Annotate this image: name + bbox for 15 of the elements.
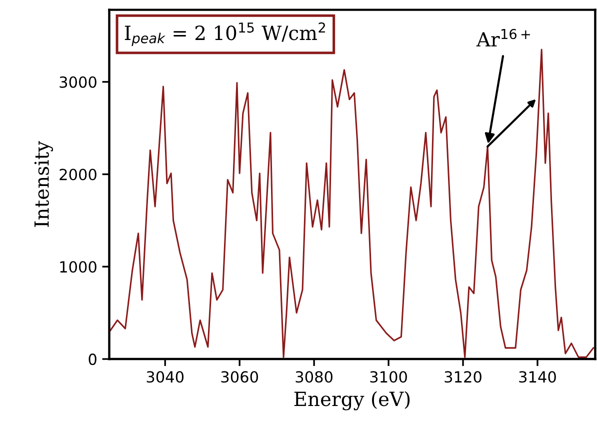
annotation: Ar$^{16+}$ [476, 28, 530, 46]
x-tick-label: 3100 [370, 371, 407, 383]
y-tick-label: 3000 [60, 76, 96, 88]
y-tick-label: 2000 [60, 168, 96, 180]
x-tick-label: 3040 [146, 371, 184, 383]
x-tick-label: 3080 [296, 371, 332, 383]
x-axis-title: Energy (eV) [294, 391, 410, 410]
x-tick-label: 3120 [444, 371, 482, 383]
y-axis-title: Intensity [34, 140, 54, 227]
annotation: I$_{peak}$ = 2 10$^{15}$ W/cm$^{2}$ [124, 22, 325, 46]
y-tick-label: 0 [88, 353, 96, 366]
x-tick-label: 3060 [221, 371, 258, 383]
y-tick-label: 1000 [60, 261, 96, 273]
x-tick-label: 3140 [519, 371, 556, 383]
line-series [110, 48, 594, 358]
